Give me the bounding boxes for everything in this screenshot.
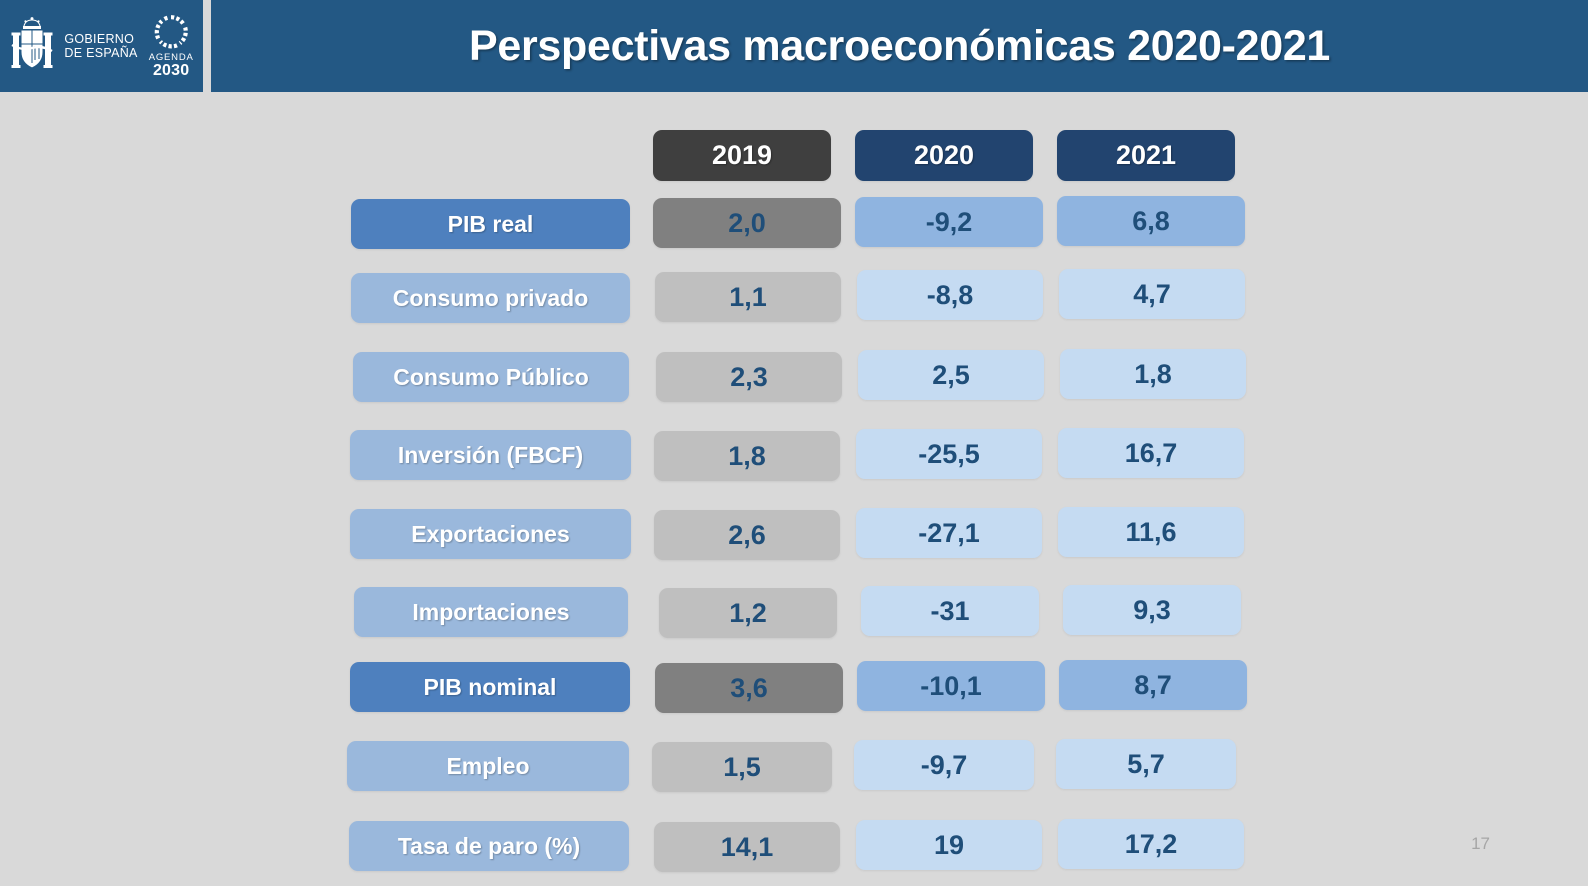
row-label-text: Inversión (FBCF) [397,441,584,468]
value-cell-r1-c2: -9,2 [855,197,1043,247]
row-label-text: Importaciones [412,598,570,625]
agenda-2030-ring-icon [153,14,189,50]
value-cell-r3-c2: 2,5 [858,350,1044,400]
value-cell-r8-c1: 1,5 [652,742,832,792]
value-cell-r3-c3: 1,8 [1060,349,1246,399]
row-label-5: Exportaciones [350,509,631,559]
row-label-6: Importaciones [354,587,628,637]
row-label-1: PIB real [351,199,630,249]
value-cell-r8-c2: -9,7 [854,740,1034,790]
value-cell-r5-c2: -27,1 [856,508,1042,558]
value-cell-r9-c1: 14,1 [654,822,840,872]
value-cell-r2-c1: 1,1 [655,272,841,322]
value-text: 19 [933,829,965,860]
value-text: 11,6 [1125,516,1177,547]
value-text: 16,7 [1124,437,1178,468]
value-text: -9,7 [920,749,968,780]
value-cell-r4-c3: 16,7 [1058,428,1244,478]
value-text: 2,5 [932,359,970,390]
value-text: -25,5 [918,438,980,469]
value-cell-r9-c3: 17,2 [1058,819,1244,869]
value-cell-r5-c1: 2,6 [654,510,840,560]
row-label-text: PIB nominal [423,673,557,700]
value-text: 4,7 [1133,278,1171,309]
row-label-3: Consumo Público [353,352,629,402]
column-header-label: 2019 [711,140,773,170]
value-text: 9,3 [1133,594,1171,625]
row-label-text: Consumo Público [393,363,589,390]
agenda-2030-logo: AGENDA 2030 [149,14,194,79]
value-text: -9,2 [925,206,973,237]
row-label-text: Consumo privado [392,284,589,311]
column-header-2020: 2020 [855,130,1033,181]
value-text: 14,1 [720,831,774,862]
value-cell-r1-c3: 6,8 [1057,196,1245,246]
row-label-4: Inversión (FBCF) [350,430,631,480]
value-cell-r2-c3: 4,7 [1059,269,1245,319]
value-cell-r4-c2: -25,5 [856,429,1042,479]
value-cell-r7-c1: 3,6 [655,663,843,713]
value-cell-r6-c3: 9,3 [1063,585,1241,635]
column-header-label: 2021 [1115,140,1177,170]
row-label-9: Tasa de paro (%) [349,821,629,871]
row-label-text: Exportaciones [411,520,570,547]
title-bar: Perspectivas macroeconómicas 2020-2021 [211,0,1588,92]
value-text: 17,2 [1124,828,1178,859]
value-text: 2,0 [728,207,766,238]
header-band: GOBIERNO DE ESPAÑA AGENDA 2030 Perspectiv… [0,0,1588,92]
column-header-label: 2020 [913,140,975,170]
column-header-2021: 2021 [1057,130,1235,181]
value-cell-r5-c3: 11,6 [1058,507,1244,557]
value-cell-r9-c2: 19 [856,820,1042,870]
row-label-8: Empleo [347,741,629,791]
page-number: 17 [1471,834,1490,853]
value-text: 3,6 [730,672,768,703]
spain-coat-of-arms-icon [9,15,55,77]
government-wordmark: GOBIERNO DE ESPAÑA [64,31,138,61]
row-label-text: PIB real [447,210,534,237]
row-label-text: Empleo [446,752,530,779]
value-cell-r7-c2: -10,1 [857,661,1045,711]
agenda-year: 2030 [152,61,190,79]
value-cell-r6-c1: 1,2 [659,588,837,638]
row-label-text: Tasa de paro (%) [397,832,581,859]
value-text: 1,2 [729,597,767,628]
value-cell-r7-c3: 8,7 [1059,660,1247,710]
value-text: -31 [930,595,970,626]
value-text: -27,1 [918,517,980,548]
value-text: 1,5 [723,751,761,782]
value-text: 8,7 [1134,669,1172,700]
value-text: 1,8 [728,440,766,471]
value-text: -8,8 [926,279,974,310]
column-header-2019: 2019 [653,130,831,181]
row-label-2: Consumo privado [351,273,630,323]
value-cell-r3-c1: 2,3 [656,352,842,402]
value-cell-r4-c1: 1,8 [654,431,840,481]
value-cell-r8-c3: 5,7 [1056,739,1236,789]
value-cell-r1-c1: 2,0 [653,198,841,248]
government-logo: GOBIERNO DE ESPAÑA AGENDA 2030 [0,0,203,92]
value-text: 2,6 [728,519,766,550]
macro-outlook-table: 2019 2020 2021 PIB real 2,0 -9,2 6,8 Consumo pr… [0,92,1588,886]
page-title: Perspectivas macroeconómicas 2020-2021 [468,21,1331,70]
value-text: 5,7 [1127,748,1165,779]
value-cell-r6-c2: -31 [861,586,1039,636]
value-text: -10,1 [920,670,982,701]
value-text: 1,1 [729,281,767,312]
agenda-label: AGENDA [148,51,194,63]
value-text: 1,8 [1134,358,1172,389]
value-cell-r2-c2: -8,8 [857,270,1043,320]
value-text: 2,3 [730,361,768,392]
value-text: 6,8 [1132,205,1170,236]
row-label-7: PIB nominal [350,662,630,712]
